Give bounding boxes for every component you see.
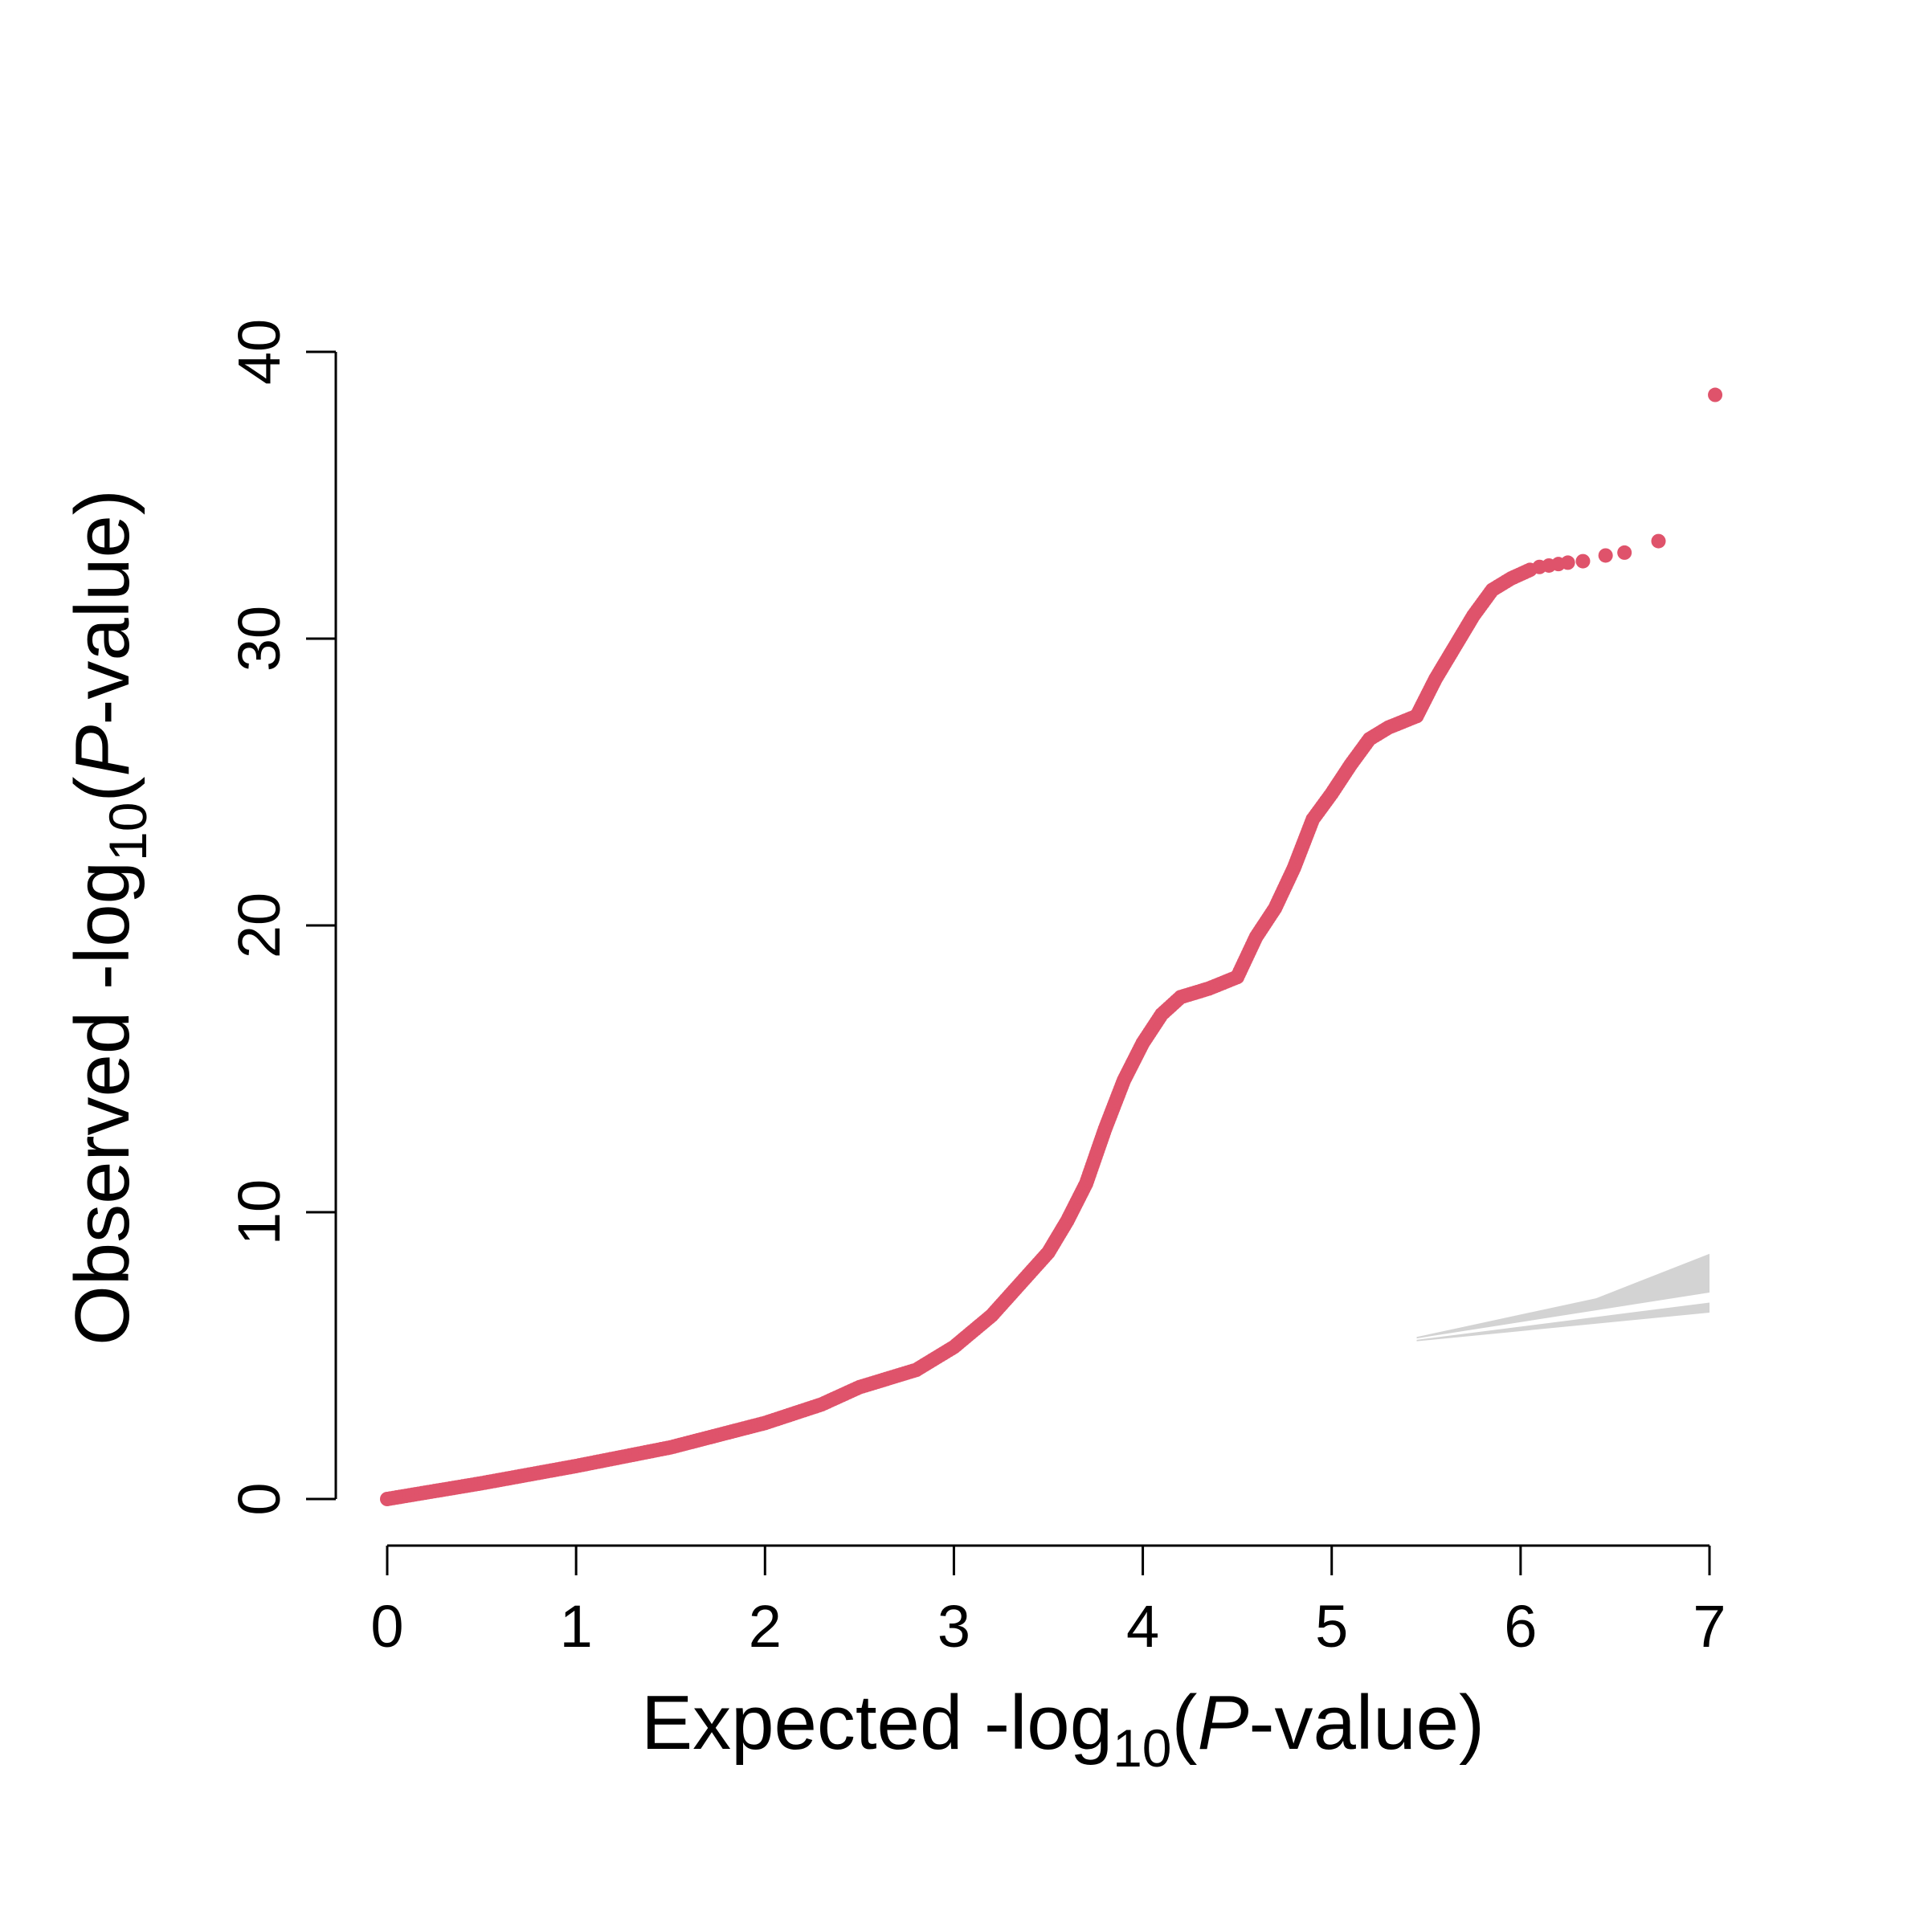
x-tick-label: 7 (1693, 1593, 1726, 1660)
x-axis-title-subscript: 10 (1113, 1718, 1171, 1778)
y-axis-title: Observed -log10(P-value) (59, 489, 157, 1346)
data-point (1708, 387, 1723, 402)
x-tick-label: 2 (749, 1593, 782, 1660)
data-point (1575, 553, 1591, 569)
y-tick-label: 30 (226, 606, 292, 672)
data-point (1560, 555, 1575, 570)
x-axis-ticks: 0 1 2 3 4 5 6 7 (370, 1546, 1726, 1660)
x-tick-label: 3 (937, 1593, 970, 1660)
x-axis-title-italic: P (1197, 1680, 1248, 1766)
confidence-band (1416, 1253, 1709, 1342)
x-tick-label: 0 (370, 1593, 403, 1660)
y-axis-title-italic: P (59, 725, 145, 777)
y-axis-title-open: ( (59, 777, 145, 803)
observed-points (380, 387, 1723, 1506)
y-axis-title-prefix: Observed -log (59, 861, 145, 1346)
data-point (1617, 545, 1632, 560)
axes: 0 1 2 3 4 5 6 7 0 10 20 30 40 (226, 319, 1726, 1660)
x-tick-label: 1 (560, 1593, 593, 1660)
x-axis-title-prefix: Expected -log (641, 1680, 1113, 1766)
y-tick-label: 40 (226, 319, 292, 385)
x-tick-label: 4 (1126, 1593, 1159, 1660)
x-axis-title: Expected -log10(P-value) (641, 1680, 1485, 1778)
y-tick-label: 10 (226, 1179, 292, 1245)
y-axis-title-subscript: 10 (98, 803, 157, 861)
y-tick-label: 20 (226, 892, 292, 958)
confidence-band-lower (1416, 1302, 1709, 1342)
x-tick-label: 6 (1504, 1593, 1537, 1660)
x-axis-title-suffix: -value) (1249, 1680, 1485, 1766)
data-point (1651, 533, 1666, 549)
x-tick-label: 5 (1315, 1593, 1348, 1660)
y-axis-ticks: 0 10 20 30 40 (226, 319, 336, 1516)
y-tick-label: 0 (226, 1482, 292, 1515)
x-axis-title-open: ( (1172, 1680, 1198, 1766)
data-point (1598, 548, 1613, 563)
confidence-band-upper (1416, 1253, 1709, 1339)
y-axis-title-suffix: -value) (59, 489, 145, 725)
